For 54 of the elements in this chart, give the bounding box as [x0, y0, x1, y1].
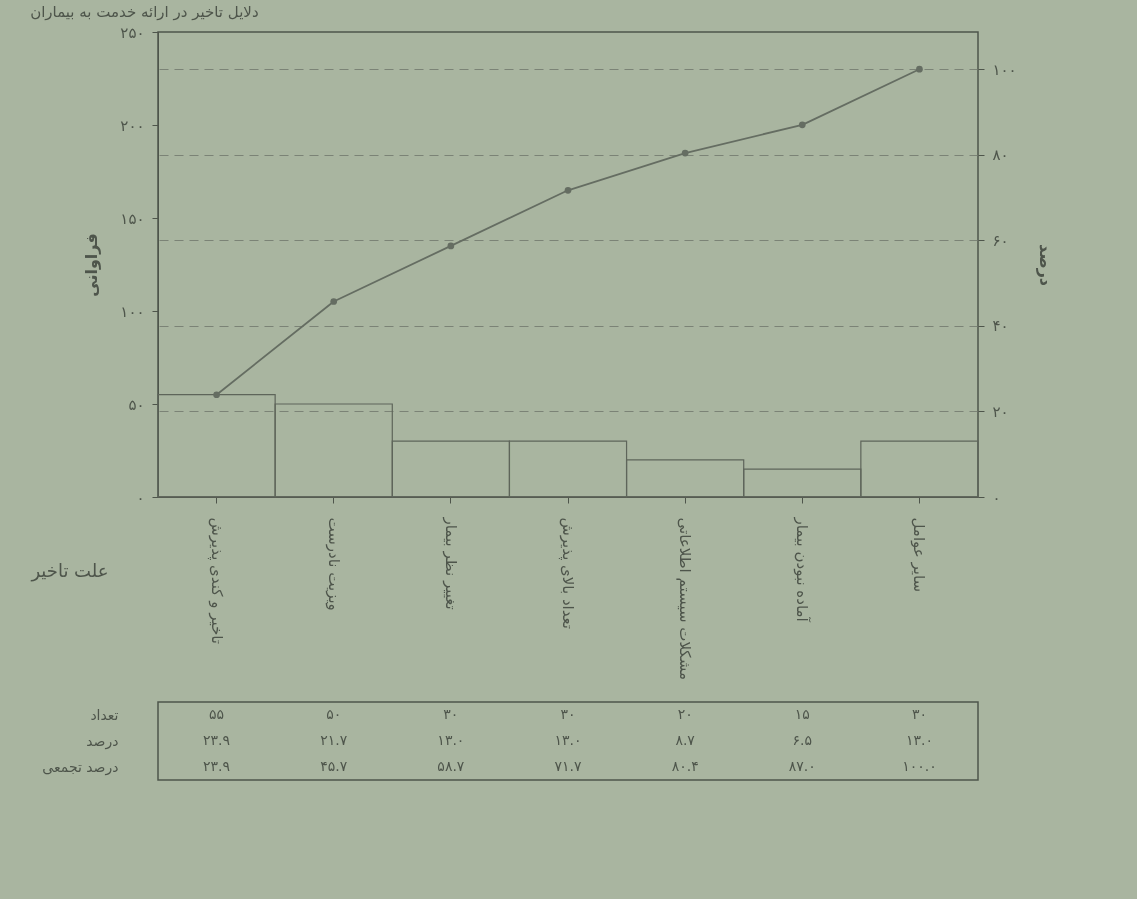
- data-label: ۵۰: [326, 706, 342, 722]
- data-label: ۳۰: [911, 706, 927, 722]
- point: [447, 242, 455, 250]
- data-label: ۱۵: [794, 706, 810, 722]
- data-label: ۵۵: [209, 706, 225, 722]
- data-label: ۲۳.۹: [203, 758, 231, 774]
- y-tick-label: ۱۰۰: [120, 302, 145, 321]
- text: تعداد: [90, 706, 119, 723]
- point: [564, 186, 572, 194]
- y-axis-title: فراوانی: [82, 233, 102, 297]
- y-tick-label: ۱۵۰: [120, 209, 145, 228]
- y2-tick-label: ۶۰: [992, 231, 1009, 250]
- text: ۱۳.۰: [437, 732, 465, 748]
- y2-axis-title: درصد: [1035, 243, 1055, 287]
- data-label: ۳۰: [560, 706, 576, 722]
- y-tick-label: ۲۵۰: [120, 23, 145, 42]
- data-label: ۳۰: [443, 706, 459, 722]
- point: [916, 65, 923, 73]
- data-label: ۵۸.۷: [437, 758, 465, 774]
- data-label: ۲۰: [677, 706, 693, 722]
- data-label: ۷۱.۷: [554, 758, 582, 774]
- point: [330, 298, 338, 305]
- chart-title: دلایل تاخیر در ارائه خدمت به بیماران: [30, 3, 259, 22]
- data-label: ۱۰۰.۰: [902, 758, 937, 774]
- y2-tick-label: ۰: [992, 488, 1001, 507]
- point: [213, 391, 220, 399]
- text: ۶.۵: [792, 732, 813, 748]
- text: ۲۳.۹: [203, 732, 231, 748]
- y-tick-label: ۵۰: [128, 395, 145, 414]
- x-tick-label: تاخیر و کندی پذیرش: [206, 517, 226, 644]
- text: درصد: [86, 732, 119, 750]
- y2-tick-label: ۱۰۰: [992, 60, 1017, 79]
- x-tick-label: ویزیت نادرست: [324, 517, 343, 611]
- data-label: ۴۵.۷: [320, 758, 348, 774]
- x-tick-label: تعداد بالای پذیرش: [558, 517, 577, 630]
- text: ۱۳.۰: [905, 732, 933, 748]
- point: [798, 121, 806, 129]
- data-label: ۸۷.۰: [788, 758, 816, 774]
- text: ۸.۷: [675, 732, 696, 748]
- x-tick-label: مشکلات سیستم اطلاعاتی: [676, 517, 695, 681]
- data-label: ۸۰.۴: [671, 758, 699, 774]
- text: ۲۱.۷: [320, 732, 348, 748]
- x-tick-label: آماده نبودن بیمار: [793, 516, 812, 623]
- y2-tick-label: ۴۰: [992, 317, 1009, 336]
- y-tick-label: ۰: [136, 488, 145, 507]
- x-axis-title: علت تاخیر: [30, 559, 109, 582]
- text: درصد تجمعی: [42, 758, 119, 776]
- x-tick-label: تغییر نظر بیمار: [441, 516, 460, 610]
- y2-tick-label: ۲۰: [992, 402, 1009, 421]
- y-tick-label: ۲۰۰: [120, 116, 145, 135]
- text: ۱۳.۰: [554, 732, 582, 748]
- x-tick-label: سایر عوامل: [910, 517, 929, 593]
- point: [681, 149, 689, 157]
- y2-tick-label: ۸۰: [992, 146, 1009, 165]
